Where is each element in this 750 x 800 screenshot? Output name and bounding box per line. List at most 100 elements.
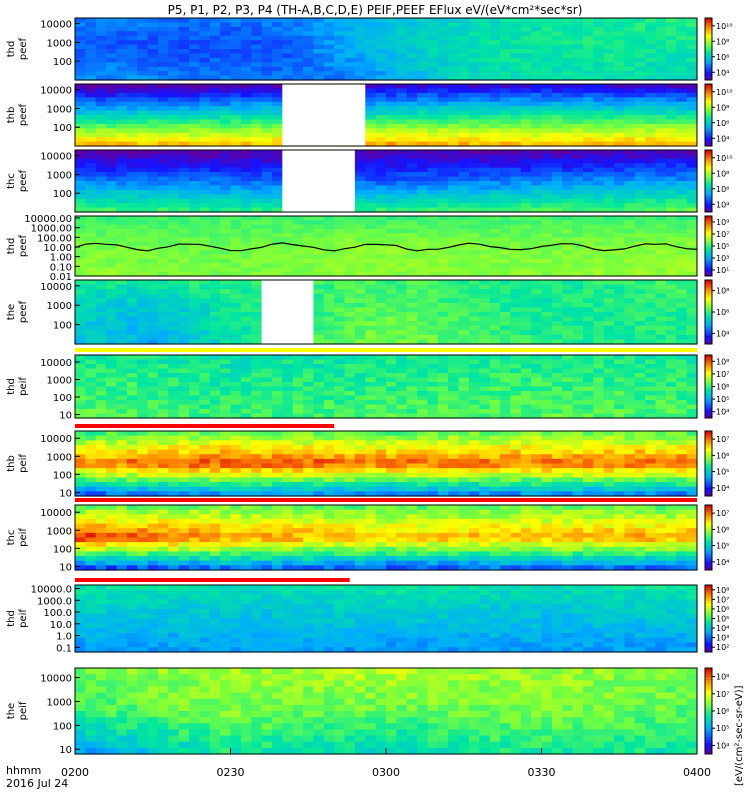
spectrogram-cell [354,22,366,28]
spectrogram-cell [531,66,543,72]
spectrogram-cell [448,254,460,260]
spectrogram-cell [686,224,698,230]
spectrogram-cell [168,271,180,277]
spectrogram-cell [665,150,677,156]
spectrogram-cell [458,128,470,134]
spectrogram-cell [500,44,511,50]
colorbar-cell [705,284,712,287]
spectrogram-cell [303,359,315,365]
spectrogram-cell [676,49,688,55]
spectrogram-cell [189,84,200,90]
spectrogram-cell [520,71,532,77]
spectrogram-cell [75,198,86,204]
spectrogram-cell [634,224,646,230]
spectrogram-cell [230,62,242,68]
spectrogram-cell [220,413,232,419]
spectrogram-cell [365,246,377,251]
spectrogram-cell [220,224,232,230]
spectrogram-cell [168,258,180,264]
spectrogram-cell [614,40,626,46]
spectrogram-cell [365,339,377,345]
spectrogram-cell [147,373,159,379]
spectrogram-cell [126,66,138,72]
spectrogram-cell [147,84,159,90]
spectrogram-cell [386,123,397,129]
spectrogram-cell [95,325,107,331]
spectrogram-cell [458,263,470,269]
spectrogram-cell [106,176,118,182]
spectrogram-cell [417,49,429,55]
spectrogram-cell [220,88,232,94]
spectrogram-cell [178,220,190,226]
spectrogram-cell [510,246,522,251]
spectrogram-cell [520,189,532,195]
spectrogram-cell [572,258,584,264]
spectrogram-cell [562,115,574,121]
spectrogram-cell [375,189,387,195]
spectrogram-cell [95,167,107,173]
spectrogram-cell [520,128,532,134]
spectrogram-cell [686,66,698,72]
spectrogram-cell [375,26,387,32]
spectrogram-cell [603,203,615,209]
spectrogram-cell [126,284,138,290]
spectrogram-cell [437,66,449,72]
spectrogram-cell [251,413,263,419]
spectrogram-cell [168,22,180,28]
spectrogram-cell [95,409,107,415]
spectrogram-cell [375,339,387,345]
spectrogram-cell [417,289,429,295]
spectrogram-cell [510,233,522,239]
spectrogram-cell [168,119,180,125]
spectrogram-cell [479,40,491,46]
spectrogram-cell [334,40,346,46]
spectrogram-cell [634,132,646,138]
spectrogram-cell [406,176,418,182]
spectrogram-cell [230,216,242,221]
spectrogram-cell [344,258,356,264]
spectrogram-cell [137,88,149,94]
spectrogram-cell [157,293,169,299]
spectrogram-cell [178,132,190,138]
spectrogram-cell [562,150,574,156]
colorbar-cell [705,104,712,108]
spectrogram-cell [147,237,159,243]
spectrogram-cell [551,123,563,129]
spectrogram-cell [634,137,646,143]
spectrogram-cell [541,321,553,327]
spectrogram-cell [189,386,200,392]
spectrogram-cell [603,280,615,286]
spectrogram-cell [603,339,615,345]
spectrogram-cell [468,330,480,336]
spectrogram-cell [468,110,480,116]
spectrogram-cell [303,400,315,406]
spectrogram-cell [655,325,667,331]
colorbar-cell [705,316,712,319]
spectrogram-cell [261,413,273,419]
spectrogram-cell [230,88,242,94]
spectrogram-cell [126,241,138,247]
spectrogram-cell [541,115,553,121]
spectrogram-cell [85,293,97,299]
spectrogram-cell [85,413,97,419]
spectrogram-cell [334,355,346,361]
spectrogram-cell [365,22,377,28]
spectrogram-cell [500,128,511,134]
spectrogram-cell [676,101,688,107]
y-tick-label: 1000 [47,38,72,49]
spectrogram-cell [614,128,626,134]
spectrogram-cell [572,263,584,269]
spectrogram-cell [85,176,97,182]
spectrogram-cell [500,115,511,121]
colorbar-cell [705,303,712,307]
spectrogram-cell [520,339,532,345]
spectrogram-cell [95,355,107,361]
spectrogram-cell [209,241,221,247]
spectrogram-cell [251,35,263,41]
spectrogram-cell [386,246,397,251]
spectrogram-cell [106,198,118,204]
spectrogram-cell [406,321,418,327]
spectrogram-cell [220,40,232,46]
spectrogram-cell [541,141,553,147]
